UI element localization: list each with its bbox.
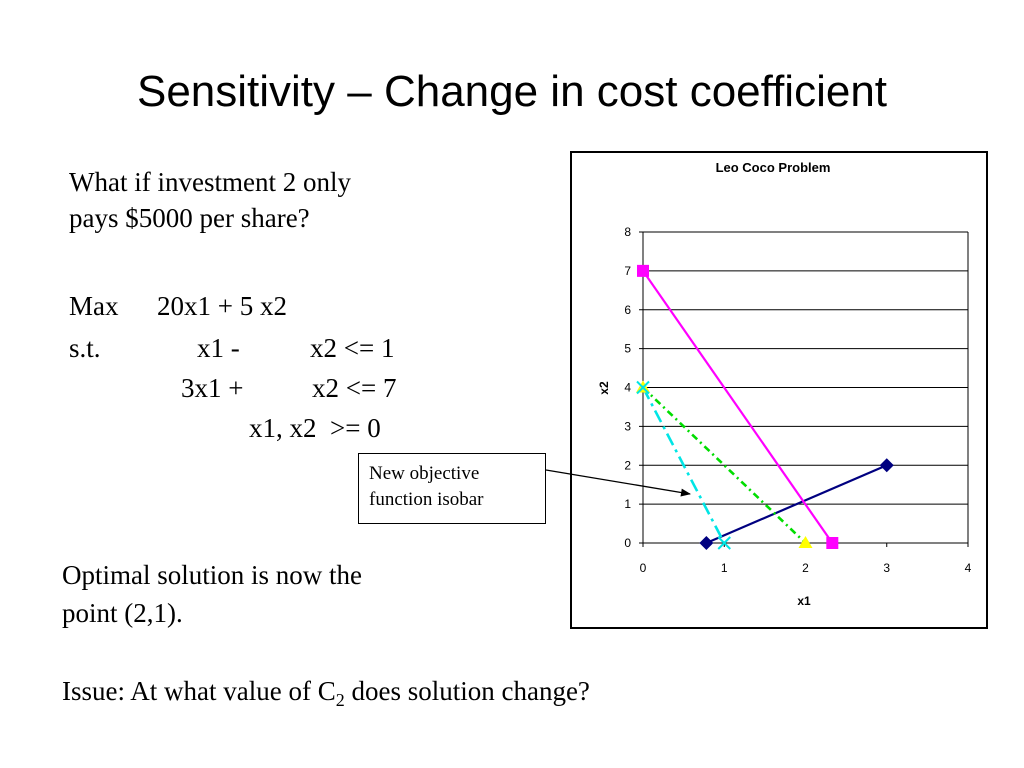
- nonnegativity-constraint: x1, x2 >= 0: [249, 413, 381, 443]
- objective-label: Max: [69, 291, 119, 321]
- constraint-1-lhs: x1 -: [197, 333, 240, 363]
- issue-prefix: Issue: At what value of C: [62, 676, 336, 706]
- constraint-1-rhs: x2 <= 1: [310, 333, 395, 363]
- chart-frame: [570, 151, 988, 629]
- solution-text: Optimal solution is now the point (2,1).: [62, 556, 362, 632]
- constraint-2-lhs: 3x1 +: [181, 373, 244, 403]
- issue-suffix: does solution change?: [344, 676, 590, 706]
- question-line-2: pays $5000 per share?: [69, 203, 310, 233]
- issue-text: Issue: At what value of C2 does solution…: [62, 673, 590, 718]
- callout-box: New objective function isobar: [358, 453, 546, 524]
- callout-line-1: New objective: [369, 463, 480, 484]
- issue-subscript: 2: [335, 690, 345, 710]
- question-line-1: What if investment 2 only: [69, 167, 351, 197]
- solution-line-1: Optimal solution is now the: [62, 560, 362, 590]
- st-label: s.t.: [69, 333, 101, 363]
- slide-title: Sensitivity – Change in cost coefficient: [136, 67, 888, 116]
- constraint-2-rhs: x2 <= 7: [312, 373, 397, 403]
- question-text: What if investment 2 only pays $5000 per…: [69, 164, 351, 236]
- callout-line-2: function isobar: [369, 489, 484, 510]
- solution-line-2: point (2,1).: [62, 598, 183, 628]
- objective-function: 20x1 + 5 x2: [157, 291, 287, 321]
